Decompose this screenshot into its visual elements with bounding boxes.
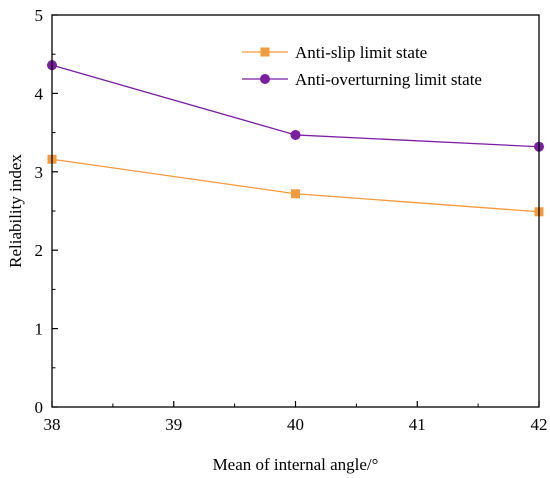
- y-tick-label: 2: [35, 241, 44, 260]
- x-tick-label: 42: [531, 415, 548, 434]
- data-point: [290, 129, 301, 140]
- legend-label-anti-slip: Anti-slip limit state: [295, 43, 427, 62]
- legend-marker-anti-slip: [260, 47, 270, 57]
- data-point: [291, 189, 300, 199]
- axis-ticks: 0 1 2 3 4 5 38 39 40 41 42: [35, 6, 548, 434]
- y-tick-label: 3: [35, 163, 44, 182]
- y-tick-label: 1: [35, 320, 44, 339]
- x-tick-label: 39: [165, 415, 182, 434]
- series-line-0: [51, 158, 540, 213]
- legend-label-anti-overturning: Anti-overturning limit state: [295, 70, 482, 89]
- y-axis-title: Reliability index: [6, 154, 25, 268]
- x-axis-title: Mean of internal angle/°: [213, 455, 379, 474]
- x-tick-label: 41: [409, 415, 426, 434]
- legend-marker-anti-overturning: [260, 74, 270, 84]
- x-tick-label: 38: [44, 415, 61, 434]
- y-tick-label: 5: [35, 6, 44, 25]
- legend: Anti-slip limit state Anti-overturning l…: [242, 43, 482, 89]
- x-tick-label: 40: [287, 415, 304, 434]
- y-tick-label: 4: [35, 84, 44, 103]
- y-tick-label: 0: [35, 398, 44, 417]
